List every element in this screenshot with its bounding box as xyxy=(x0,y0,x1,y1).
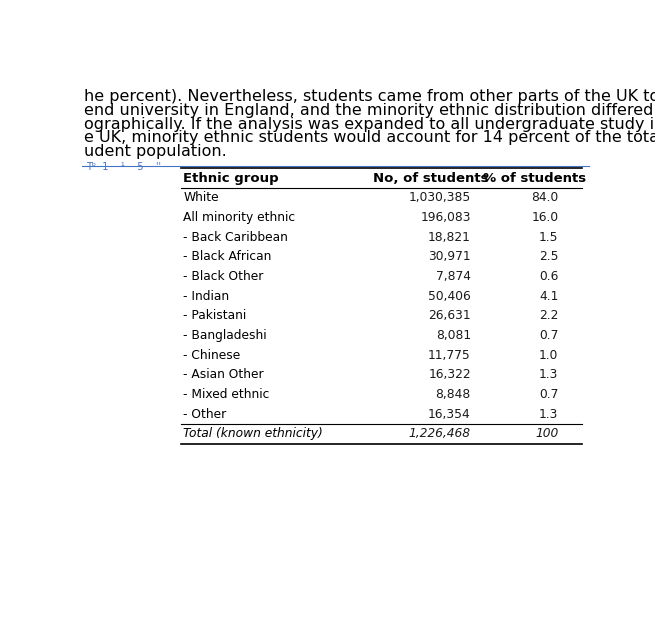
Text: 18,821: 18,821 xyxy=(428,231,471,243)
Text: e UK, minority ethnic students would account for 14 percent of the total: e UK, minority ethnic students would acc… xyxy=(84,130,655,145)
Text: 0.6: 0.6 xyxy=(539,270,559,283)
Text: 16,354: 16,354 xyxy=(428,408,471,420)
Text: - Black Other: - Black Other xyxy=(183,270,264,283)
Text: 1,226,468: 1,226,468 xyxy=(409,427,471,440)
Text: Ethnic group: Ethnic group xyxy=(183,171,279,185)
Text: 2.5: 2.5 xyxy=(539,250,559,263)
Text: 0.7: 0.7 xyxy=(539,388,559,401)
Text: White: White xyxy=(183,191,219,204)
Text: 2.2: 2.2 xyxy=(539,309,559,322)
Text: - Pakistani: - Pakistani xyxy=(183,309,247,322)
Text: All minority ethnic: All minority ethnic xyxy=(183,211,295,224)
Text: 50,406: 50,406 xyxy=(428,289,471,303)
Text: - Chinese: - Chinese xyxy=(183,349,240,362)
Text: - Bangladeshi: - Bangladeshi xyxy=(183,329,267,342)
Text: 84.0: 84.0 xyxy=(531,191,559,204)
Text: 11,775: 11,775 xyxy=(428,349,471,362)
Text: % of students: % of students xyxy=(483,171,586,185)
Text: - Mixed ethnic: - Mixed ethnic xyxy=(183,388,270,401)
Text: 1.3: 1.3 xyxy=(539,408,559,420)
Text: 16.0: 16.0 xyxy=(531,211,559,224)
Text: 100: 100 xyxy=(535,427,559,440)
Text: 16,322: 16,322 xyxy=(428,368,471,381)
Text: 196,083: 196,083 xyxy=(421,211,471,224)
Text: 8,081: 8,081 xyxy=(436,329,471,342)
Text: - Asian Other: - Asian Other xyxy=(183,368,264,381)
Text: - Back Caribbean: - Back Caribbean xyxy=(183,231,288,243)
Text: 30,971: 30,971 xyxy=(428,250,471,263)
Text: he percent). Nevertheless, students came from other parts of the UK to: he percent). Nevertheless, students came… xyxy=(84,89,655,104)
Text: - Other: - Other xyxy=(183,408,227,420)
Text: udent population.: udent population. xyxy=(84,144,227,159)
Text: end university in England, and the minority ethnic distribution differed: end university in England, and the minor… xyxy=(84,103,654,118)
Text: - Black African: - Black African xyxy=(183,250,272,263)
Text: 1.5: 1.5 xyxy=(539,231,559,243)
Text: Total (known ethnicity): Total (known ethnicity) xyxy=(183,427,323,440)
Text: 1.3: 1.3 xyxy=(539,368,559,381)
Text: 1,030,385: 1,030,385 xyxy=(409,191,471,204)
Text: 4.1: 4.1 xyxy=(539,289,559,303)
Text: 7,874: 7,874 xyxy=(436,270,471,283)
Text: 0.7: 0.7 xyxy=(539,329,559,342)
Text: ographically. If the analysis was expanded to all undergraduate study in: ographically. If the analysis was expand… xyxy=(84,116,655,132)
Text: Tᵇ  1    ¹    5    '': Tᵇ 1 ¹ 5 '' xyxy=(86,162,161,172)
Text: No, of students: No, of students xyxy=(373,171,489,185)
Text: 26,631: 26,631 xyxy=(428,309,471,322)
Text: - Indian: - Indian xyxy=(183,289,229,303)
Text: 1.0: 1.0 xyxy=(539,349,559,362)
Text: 8,848: 8,848 xyxy=(436,388,471,401)
